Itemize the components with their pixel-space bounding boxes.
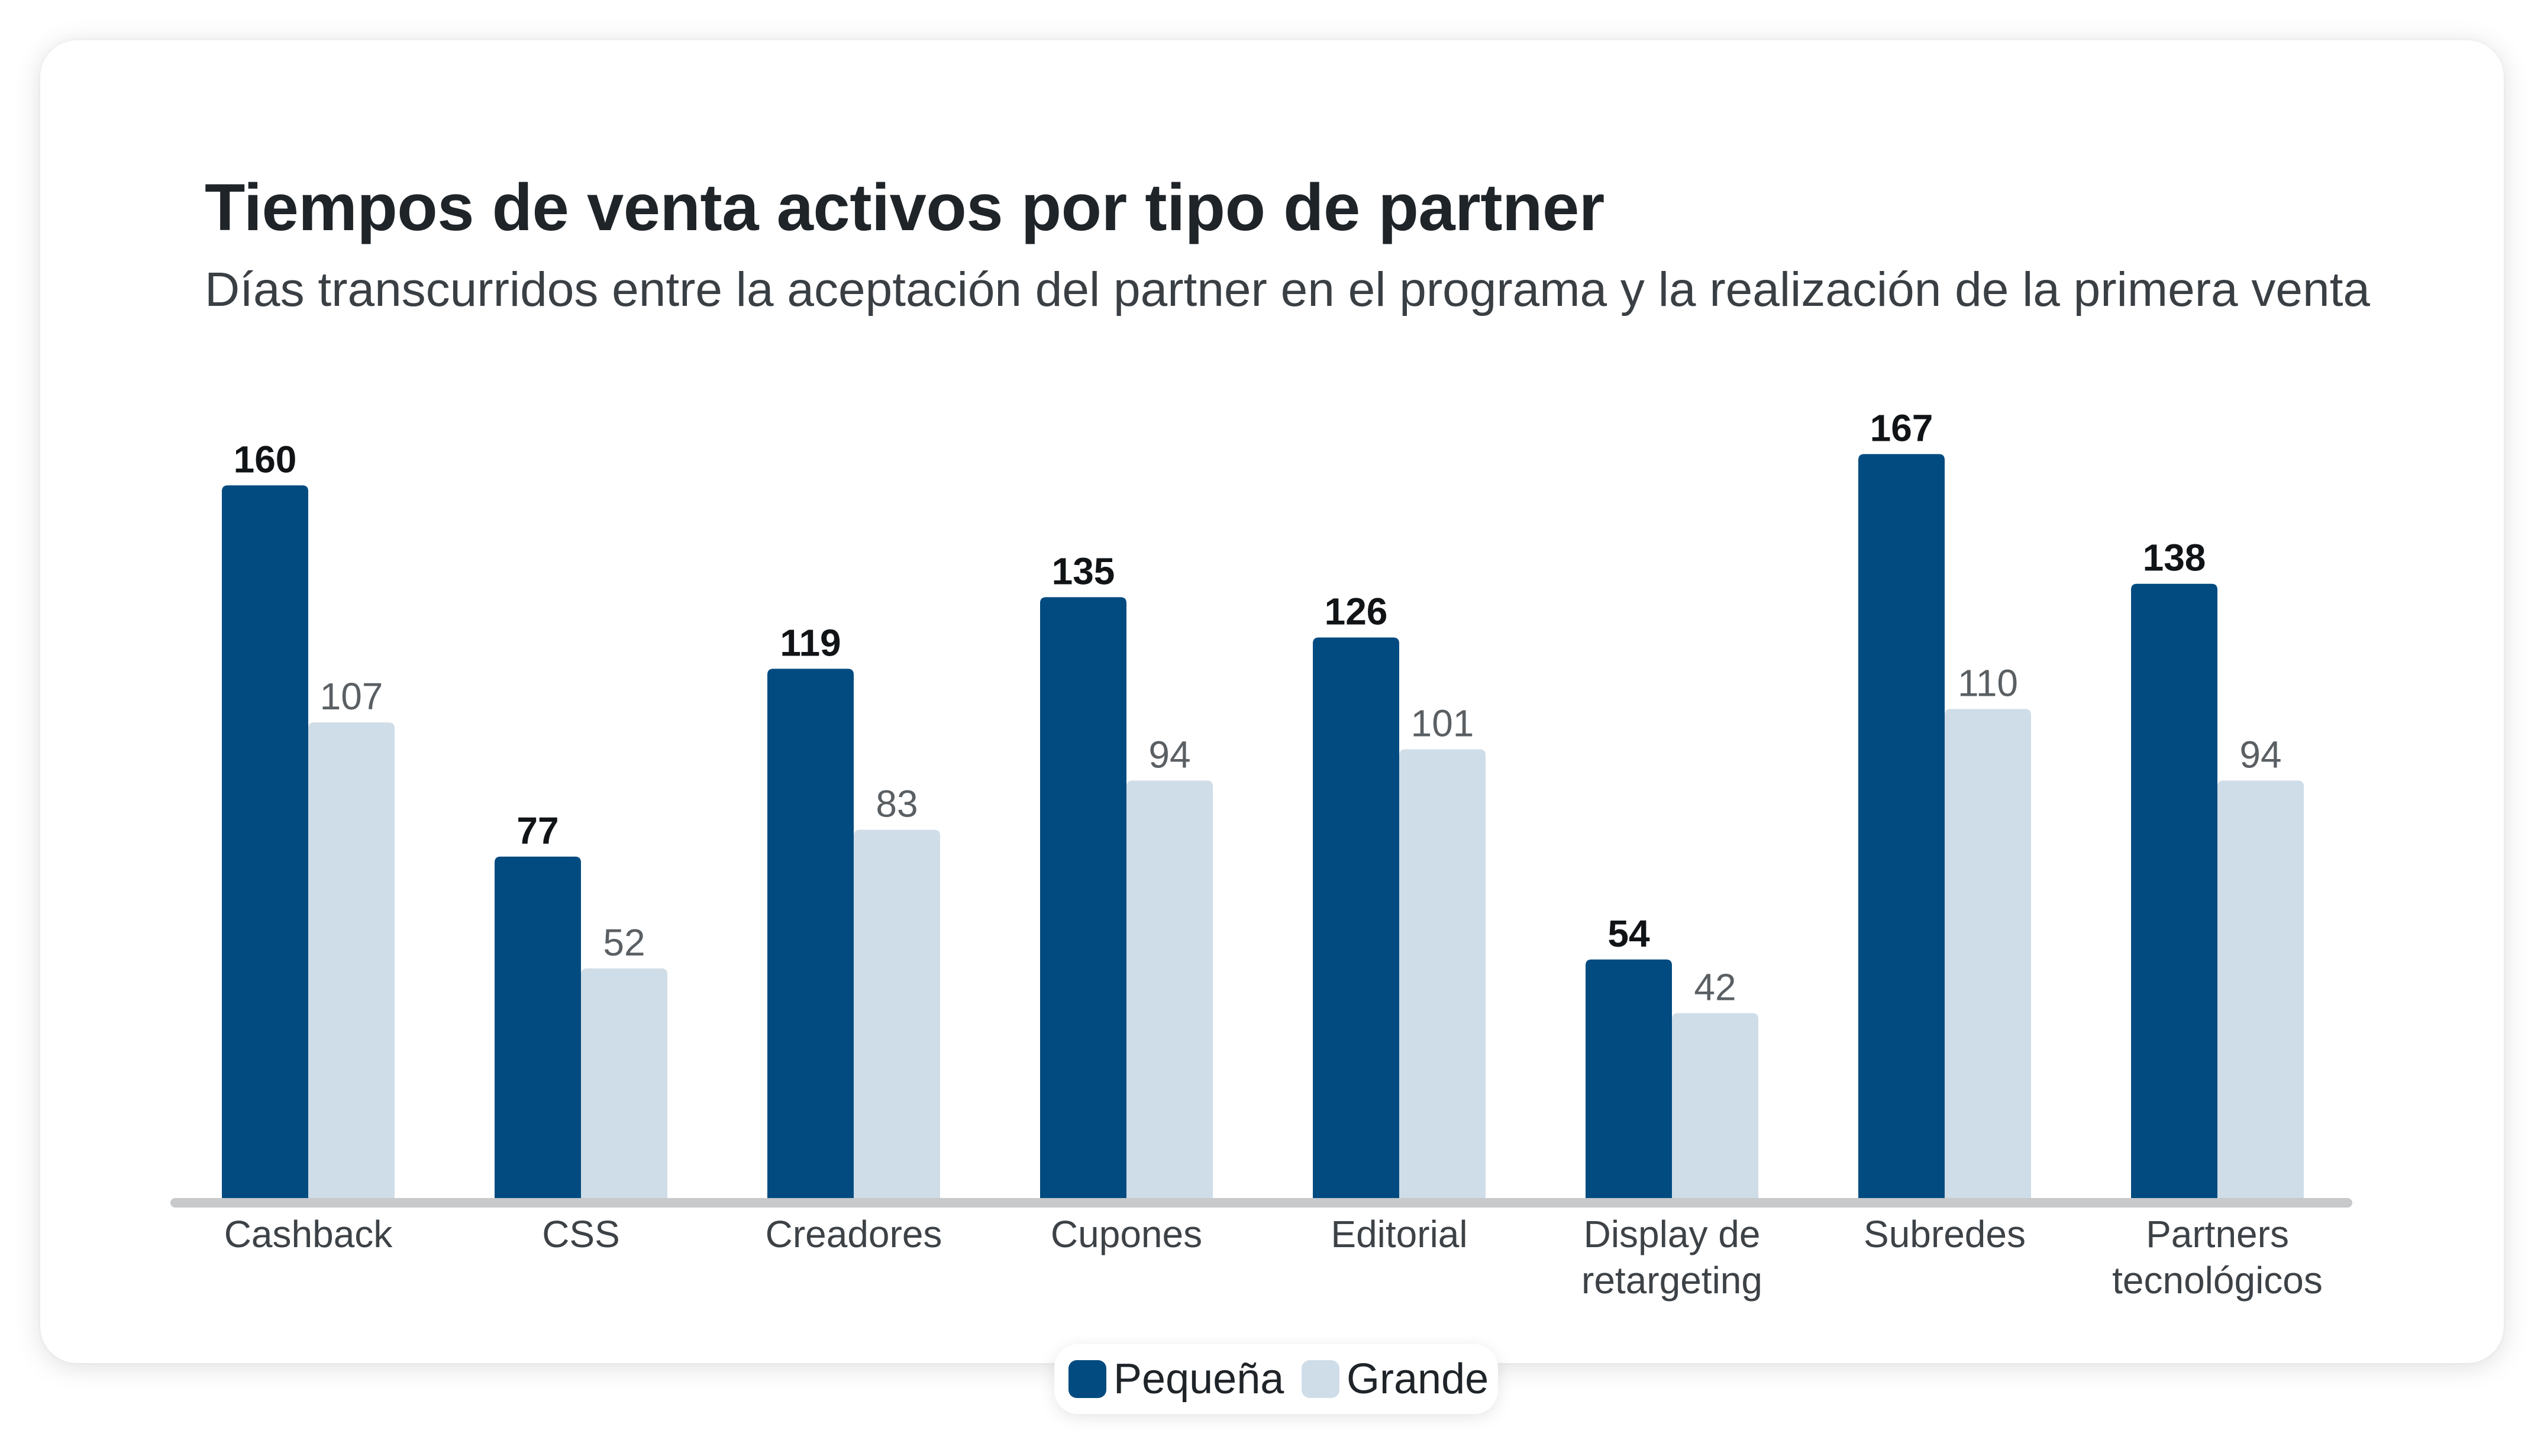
category-label: Display de (1584, 1213, 1761, 1255)
bar-grande (2217, 780, 2304, 1201)
bar-pequena (1858, 454, 1945, 1201)
bar-pequena (495, 856, 581, 1201)
bar-pequena (1040, 597, 1126, 1201)
category-label: retargeting (1581, 1259, 1762, 1302)
data-label-pequena: 135 (1052, 550, 1115, 592)
data-label-grande: 52 (603, 921, 645, 964)
data-label-pequena: 77 (516, 809, 558, 852)
chart-card: Tiempos de venta activos por tipo de par… (40, 40, 2504, 1363)
bar-grande (1126, 780, 1213, 1201)
bar-grande (308, 722, 395, 1201)
data-label-grande: 42 (1694, 966, 1736, 1008)
bar-pequena (1586, 959, 1672, 1201)
legend-label-pequena: Pequeña (1113, 1355, 1284, 1403)
data-label-grande: 83 (876, 783, 918, 825)
legend-item-pequena: Pequeña (1068, 1355, 1284, 1403)
data-label-pequena: 126 (1325, 590, 1388, 632)
data-label-grande: 94 (1148, 733, 1190, 776)
bar-grande (854, 829, 940, 1201)
data-label-grande: 110 (1958, 661, 2018, 704)
data-label-pequena: 160 (234, 438, 297, 480)
bar-pequena (1313, 637, 1399, 1201)
category-label: Editorial (1331, 1213, 1467, 1255)
legend-item-grande: Grande (1302, 1355, 1489, 1403)
data-label-pequena: 167 (1870, 406, 1933, 449)
chart-title: Tiempos de venta activos por tipo de par… (205, 170, 1604, 244)
legend: Pequeña Grande (1054, 1344, 1498, 1414)
legend-swatch-pequena (1068, 1360, 1106, 1398)
category-label: Partners (2146, 1213, 2289, 1255)
category-label: Creadores (766, 1213, 942, 1255)
legend-swatch-grande (1302, 1360, 1339, 1398)
data-label-grande: 101 (1411, 702, 1474, 744)
bar-grande (1945, 709, 2031, 1201)
data-label-grande: 107 (320, 675, 383, 718)
chart-subtitle: Días transcurridos entre la aceptación d… (205, 263, 2371, 317)
category-label: Subredes (1864, 1213, 2026, 1255)
category-label: tecnológicos (2112, 1259, 2323, 1302)
bar-pequena (222, 485, 308, 1201)
bar-grande (1672, 1013, 1758, 1201)
category-label: Cashback (224, 1213, 393, 1255)
legend-label-grande: Grande (1347, 1355, 1489, 1403)
bar-grande (581, 968, 667, 1201)
category-label: CSS (542, 1213, 620, 1255)
bar-pequena (2131, 583, 2217, 1201)
data-label-pequena: 119 (780, 621, 841, 664)
category-label: Cupones (1051, 1213, 1202, 1255)
bar-pequena (767, 669, 854, 1201)
data-label-pequena: 138 (2143, 537, 2206, 579)
data-label-grande: 94 (2239, 733, 2281, 776)
bar-grande (1399, 749, 1486, 1201)
data-label-pequena: 54 (1607, 912, 1650, 955)
